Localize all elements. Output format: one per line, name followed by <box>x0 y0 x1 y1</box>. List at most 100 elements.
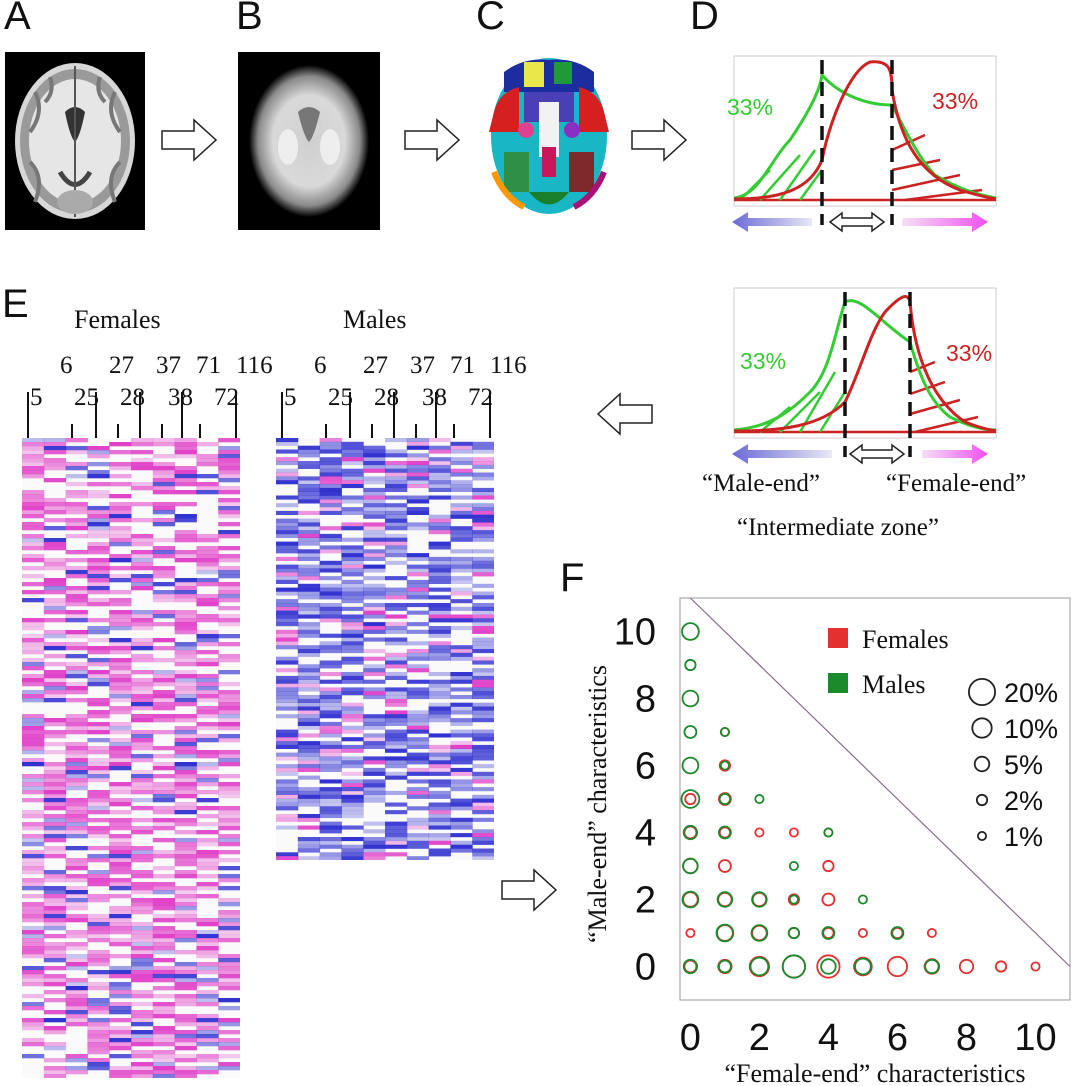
heatmap-cell <box>319 664 342 669</box>
right-arrow-icon <box>501 868 558 912</box>
heatmap-cell <box>276 741 299 746</box>
heatmap-cell <box>276 771 299 776</box>
heatmap-cell <box>297 748 321 753</box>
heatmap-cell <box>319 560 342 565</box>
heatmap-cell <box>363 856 386 860</box>
data-point-females <box>754 827 765 838</box>
heatmap-cell <box>22 666 45 671</box>
heatmap-cell <box>109 914 132 919</box>
heatmap-cell <box>109 518 132 523</box>
heatmap-cell <box>363 445 386 450</box>
heatmap-cell <box>297 595 321 600</box>
data-point-males <box>715 923 735 943</box>
heatmap-cell <box>341 499 364 504</box>
x-tick-label: 6 <box>887 1017 908 1059</box>
heatmap-cell <box>131 542 154 547</box>
heatmap-cell <box>341 614 364 619</box>
heatmap-cell <box>152 978 176 983</box>
heatmap-cell <box>43 978 67 983</box>
heatmap-cell <box>22 494 45 499</box>
heatmap-cell <box>43 786 67 791</box>
heatmap-cell <box>109 802 132 807</box>
heatmap-cell <box>131 502 154 507</box>
heatmap-cell <box>319 614 342 619</box>
heatmap-cell <box>319 564 342 569</box>
heatmap-cell <box>174 662 197 667</box>
heatmap-cell <box>43 458 67 463</box>
heatmap-cell <box>297 687 321 692</box>
heatmap-cell <box>65 550 88 555</box>
heatmap-cell <box>319 549 342 554</box>
heatmap-cell <box>196 454 219 459</box>
heatmap-cell <box>109 566 132 571</box>
heatmap-cell <box>152 942 176 947</box>
heatmap-cell <box>174 1002 197 1007</box>
heatmap-cell <box>109 1074 132 1078</box>
heatmap-cell <box>385 541 408 546</box>
heatmap-cell <box>276 825 299 830</box>
heatmap-cell <box>196 650 219 655</box>
heatmap-cell <box>109 838 132 843</box>
heatmap-cell <box>450 656 473 661</box>
heatmap-cell <box>341 672 364 677</box>
heatmap-cell <box>319 480 342 485</box>
heatmap-cell <box>472 626 494 631</box>
heatmap-cell <box>297 522 321 527</box>
heatmap-cell <box>297 741 321 746</box>
males-heatmap <box>276 438 494 860</box>
heatmap-cell <box>22 838 45 843</box>
heatmap-cell <box>65 1054 88 1059</box>
heatmap-cell <box>43 794 67 799</box>
heatmap-cell <box>109 670 132 675</box>
heatmap-cell <box>131 854 154 859</box>
heatmap-cell <box>43 950 67 955</box>
panel-letter-c: C <box>476 0 505 38</box>
heatmap-cell <box>65 502 88 507</box>
heatmap-cell <box>218 782 240 787</box>
heatmap-cell <box>87 950 110 955</box>
heatmap-cell <box>218 558 240 563</box>
heatmap-cell <box>319 449 342 454</box>
heatmap-cell <box>297 610 321 615</box>
heatmap-cell <box>196 762 219 767</box>
heatmap-cell <box>131 550 154 555</box>
heatmap-cell <box>152 714 176 719</box>
heatmap-cell <box>472 852 494 857</box>
heatmap-cell <box>196 630 219 635</box>
heatmap-cell <box>196 1018 219 1023</box>
heatmap-cell <box>319 702 342 707</box>
heatmap-cell <box>131 874 154 879</box>
heatmap-cell <box>174 962 197 967</box>
heatmap-cell <box>428 744 451 749</box>
heatmap-cell <box>22 918 45 923</box>
heatmap-cell <box>472 591 494 596</box>
heatmap-cell <box>174 698 197 703</box>
heatmap-cell <box>152 442 176 447</box>
heatmap-cell <box>276 683 299 688</box>
heatmap-cell <box>472 526 494 531</box>
heatmap-cell <box>297 461 321 466</box>
heatmap-cell <box>385 637 408 642</box>
heatmap-cell <box>22 1006 45 1011</box>
heatmap-cell <box>43 590 67 595</box>
heatmap-cell <box>319 537 342 542</box>
heatmap-cell <box>428 438 451 443</box>
heatmap-cell <box>22 834 45 839</box>
data-point-females <box>994 960 1008 973</box>
heatmap-cell <box>428 848 451 853</box>
heatmap-cell <box>174 614 197 619</box>
heatmap-cell <box>65 962 88 967</box>
heatmap-cell <box>22 598 45 603</box>
data-point-females <box>718 759 731 772</box>
heatmap-cell <box>43 654 67 659</box>
heatmap-cell <box>218 726 240 731</box>
column-tick-top: 116 <box>490 352 527 379</box>
heatmap-cell <box>319 610 342 615</box>
heatmap-cell <box>406 790 430 795</box>
heatmap-cell <box>218 554 240 559</box>
column-tick-bottom: 72 <box>214 384 239 411</box>
heatmap-cell <box>65 450 88 455</box>
column-tick-bottom: 38 <box>422 384 447 411</box>
heatmap-cell <box>472 833 494 838</box>
heatmap-cell <box>319 806 342 811</box>
